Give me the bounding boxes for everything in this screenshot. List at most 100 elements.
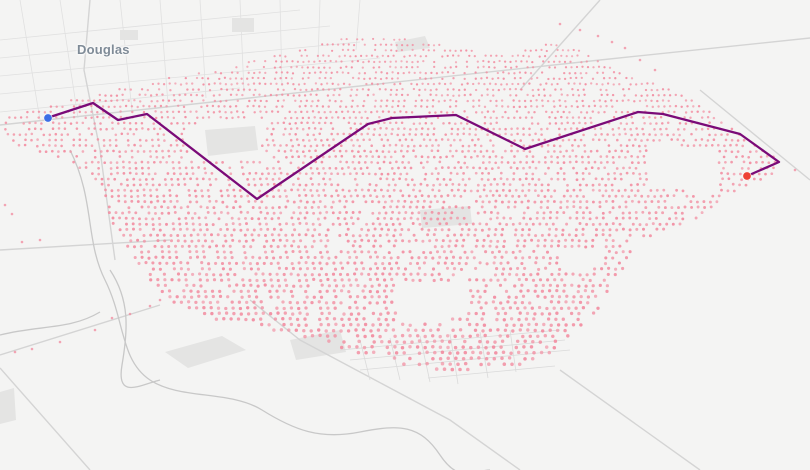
route-layer[interactable]	[45, 101, 781, 201]
address-point	[367, 172, 371, 176]
address-point	[205, 278, 209, 282]
address-point	[493, 273, 498, 277]
address-point	[515, 273, 519, 277]
address-point	[505, 223, 509, 226]
address-point	[203, 167, 207, 170]
address-point	[357, 339, 361, 344]
address-point	[579, 111, 583, 114]
address-point	[431, 256, 435, 260]
address-point	[611, 105, 614, 108]
address-point	[220, 87, 223, 91]
address-point	[425, 340, 429, 344]
address-point	[441, 239, 445, 243]
address-point	[463, 189, 467, 193]
address-point	[445, 266, 450, 270]
address-point	[528, 166, 532, 169]
address-point	[382, 144, 386, 147]
address-point	[611, 244, 615, 249]
address-point	[339, 345, 344, 350]
address-point	[286, 93, 290, 97]
address-point	[511, 250, 515, 254]
address-point	[548, 116, 551, 119]
address-point	[234, 261, 239, 265]
address-point	[147, 205, 150, 209]
address-point	[601, 216, 605, 220]
address-point	[69, 122, 73, 125]
address-point	[265, 138, 269, 142]
address-point	[400, 144, 404, 147]
address-point	[273, 66, 277, 69]
address-point	[450, 188, 454, 192]
address-point	[229, 77, 232, 80]
address-point	[590, 121, 593, 124]
address-point	[72, 138, 76, 142]
address-point	[265, 222, 268, 226]
address-point	[463, 161, 467, 165]
address-point	[147, 211, 151, 215]
address-point	[360, 132, 363, 136]
address-point	[153, 244, 157, 248]
address-point	[265, 167, 269, 170]
address-point	[282, 133, 285, 136]
address-point	[363, 295, 367, 299]
address-point	[90, 116, 93, 119]
address-point	[430, 122, 433, 125]
address-point	[670, 138, 673, 141]
address-point	[435, 250, 440, 254]
address-point	[513, 116, 516, 119]
address-point	[414, 328, 418, 332]
address-point	[333, 278, 337, 282]
address-point	[298, 311, 302, 315]
address-point	[172, 267, 176, 271]
address-point	[187, 244, 191, 248]
address-point	[384, 295, 389, 299]
address-point	[451, 273, 455, 277]
address-point	[167, 99, 171, 102]
address-point	[528, 82, 531, 85]
address-point	[479, 144, 483, 148]
address-point	[558, 144, 562, 148]
address-point	[448, 121, 451, 125]
address-point	[132, 132, 136, 136]
address-point	[520, 88, 523, 91]
address-point	[541, 99, 544, 102]
address-point	[229, 317, 233, 321]
end-marker-icon[interactable]	[742, 171, 752, 181]
address-point	[375, 149, 379, 153]
address-point	[200, 261, 204, 265]
address-point	[510, 362, 514, 367]
address-point	[501, 115, 504, 119]
address-point	[489, 239, 493, 243]
route-line[interactable]	[45, 101, 781, 201]
address-point	[384, 49, 387, 52]
address-point	[389, 60, 392, 63]
markers-layer[interactable]	[43, 113, 752, 181]
address-point	[334, 322, 338, 326]
address-point	[395, 340, 399, 344]
address-point	[607, 194, 611, 198]
address-point	[396, 266, 401, 270]
address-point	[191, 272, 195, 276]
address-point	[372, 93, 375, 96]
address-point	[486, 234, 490, 238]
address-point	[195, 93, 198, 97]
address-point	[416, 60, 419, 63]
address-point	[654, 133, 657, 137]
address-point	[504, 110, 507, 114]
address-point	[485, 222, 489, 226]
start-marker-icon[interactable]	[43, 113, 53, 123]
address-point	[474, 77, 477, 80]
address-point	[448, 149, 452, 153]
address-point	[298, 183, 302, 187]
address-point	[482, 188, 486, 192]
address-point	[158, 298, 162, 302]
address-point	[463, 339, 467, 344]
address-point	[580, 155, 584, 159]
address-point	[351, 244, 355, 248]
address-point	[672, 194, 676, 198]
address-point	[100, 182, 104, 186]
address-point	[674, 93, 677, 97]
address-point	[509, 166, 513, 169]
